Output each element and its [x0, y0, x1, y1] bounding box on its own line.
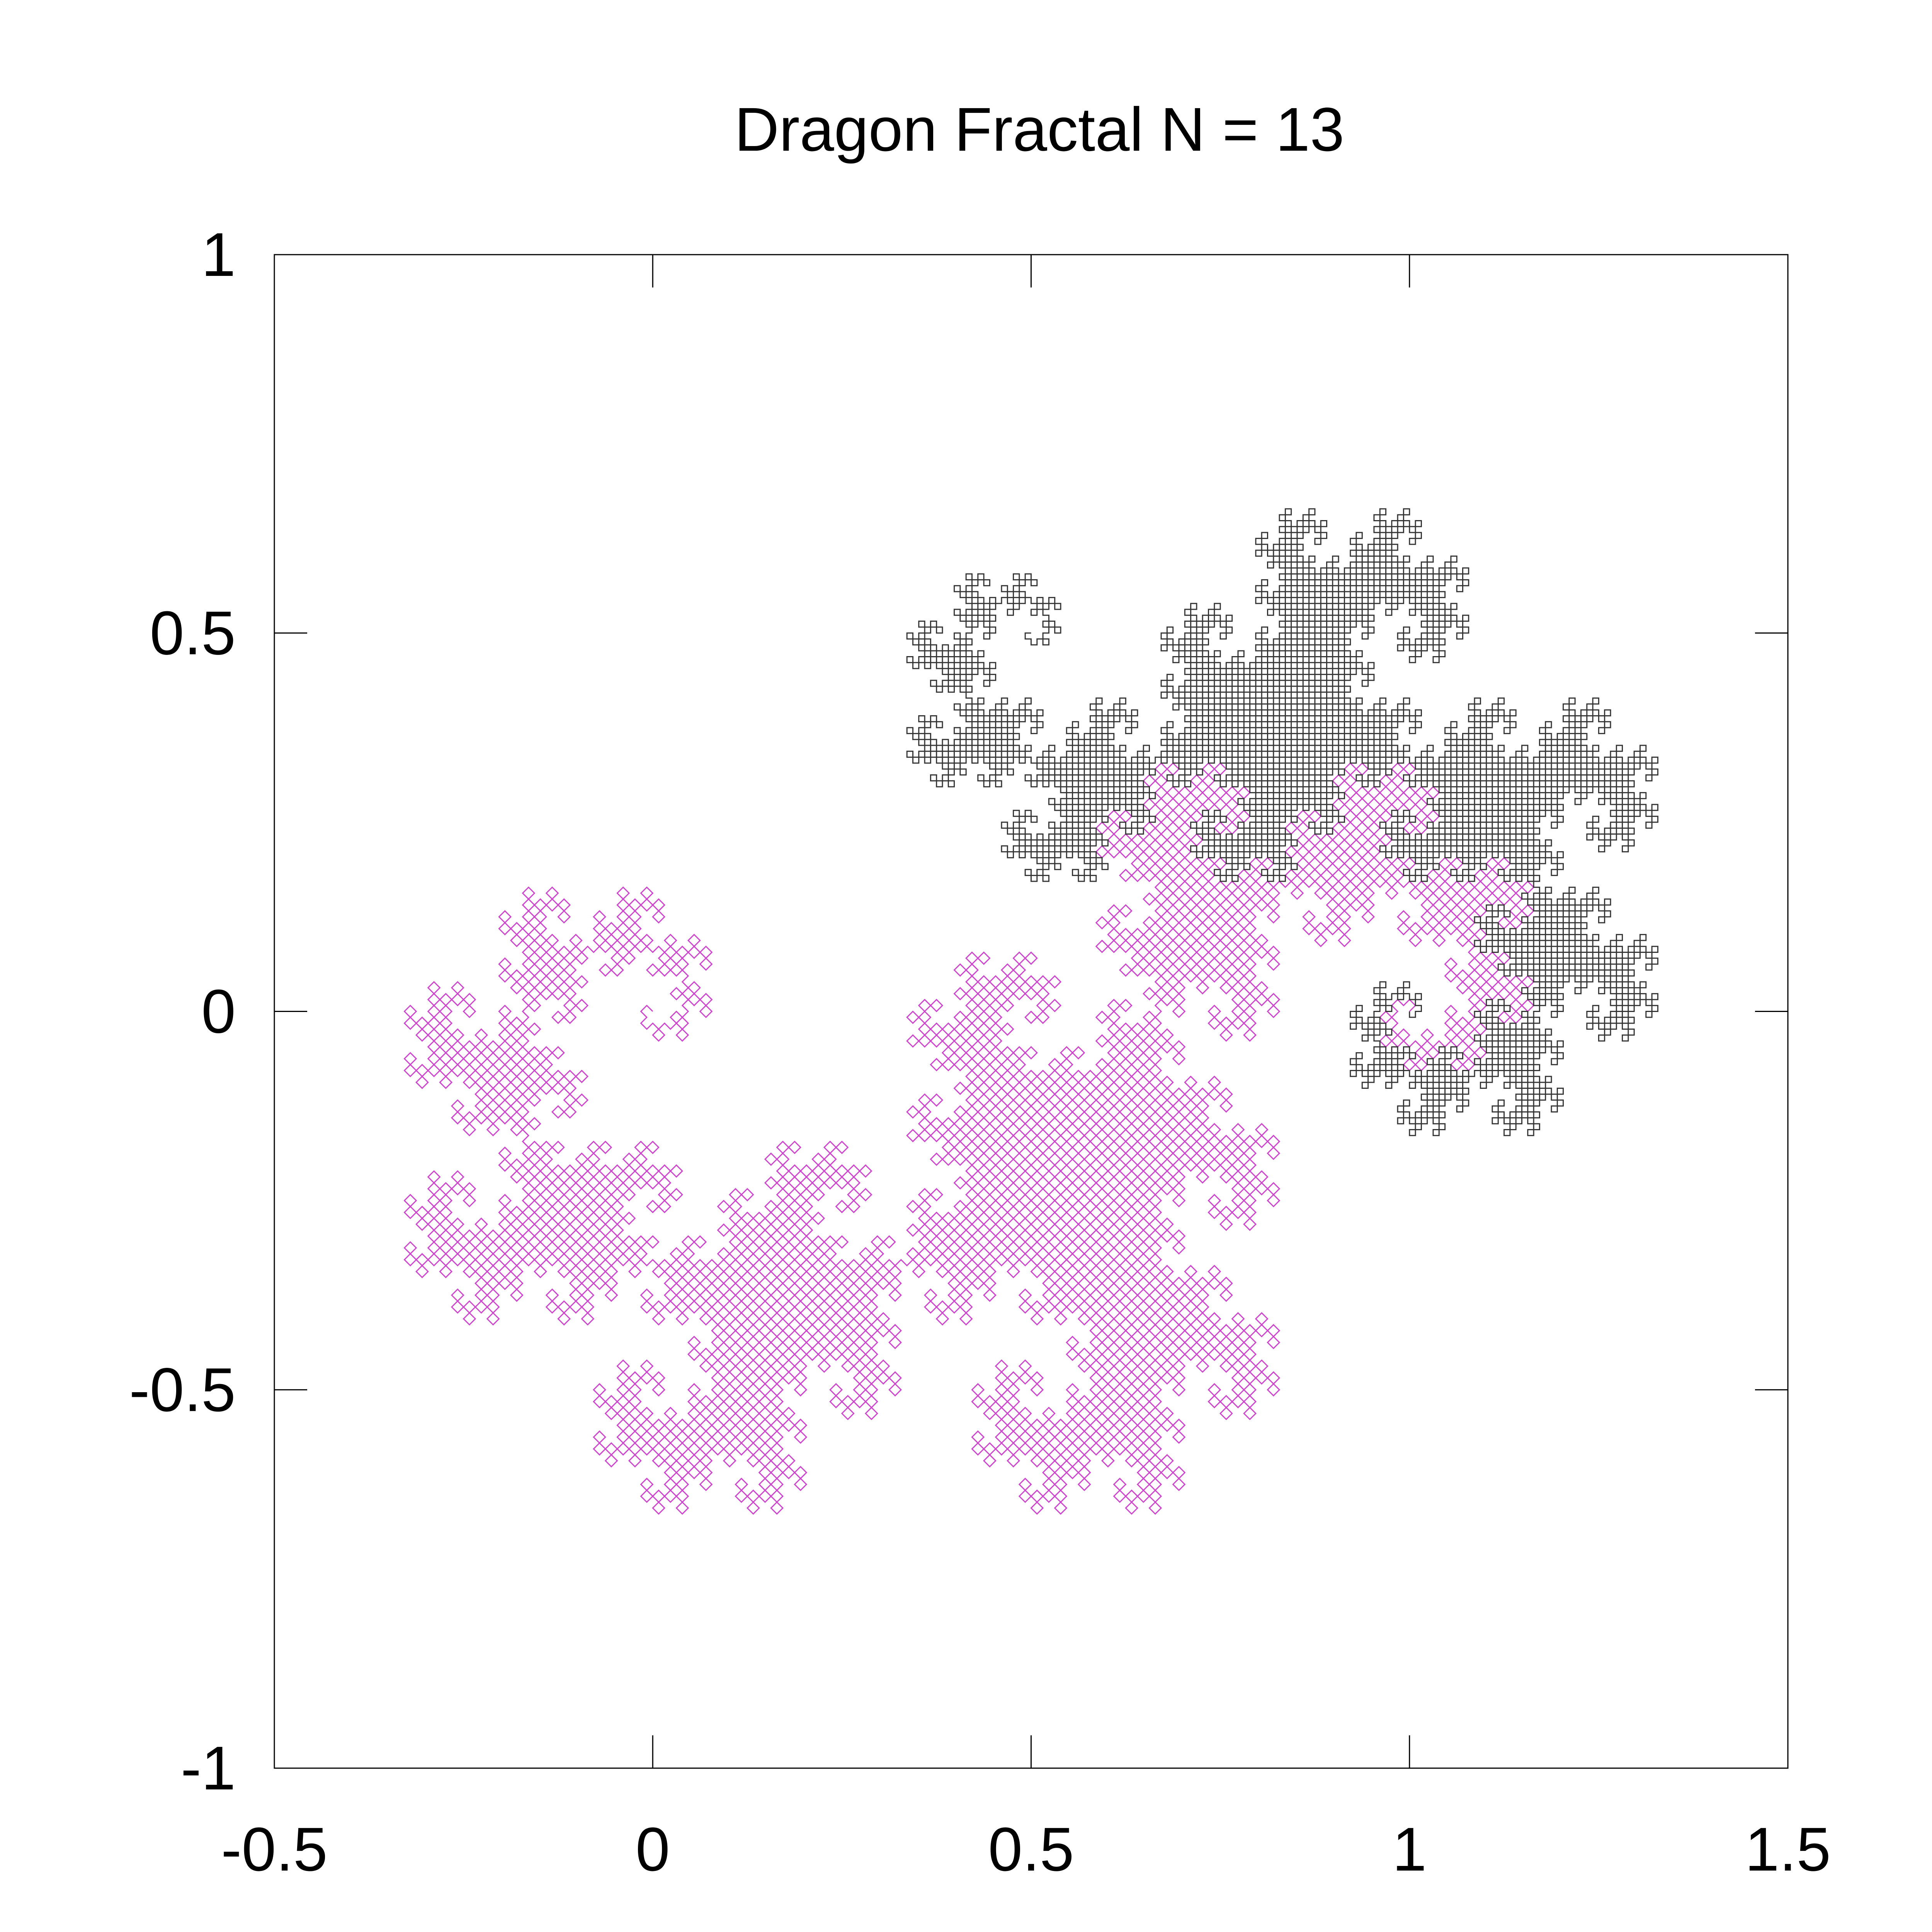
dragon-curve-1: [403, 762, 1535, 1515]
dragon-curve-2: [906, 508, 1658, 1136]
chart-title: Dragon Fractal N = 13: [735, 95, 1345, 164]
x-tick-label: 0: [636, 1815, 670, 1884]
y-tick-label: 1: [201, 220, 236, 289]
y-tick-label: -0.5: [129, 1355, 236, 1424]
x-tick-label: 0.5: [988, 1815, 1074, 1884]
x-tick-label: -0.5: [221, 1815, 328, 1884]
x-tick-label: 1: [1392, 1815, 1427, 1884]
y-tick-label: -1: [181, 1733, 236, 1803]
y-tick-label: 0.5: [150, 598, 236, 667]
x-tick-label: 1.5: [1745, 1815, 1831, 1884]
axes: -0.5 0 0.5 1 1.5 -1 -0.5 0 0.5 1: [129, 220, 1831, 1884]
y-tick-label: 0: [201, 977, 236, 1046]
plot-area: [403, 508, 1658, 1515]
